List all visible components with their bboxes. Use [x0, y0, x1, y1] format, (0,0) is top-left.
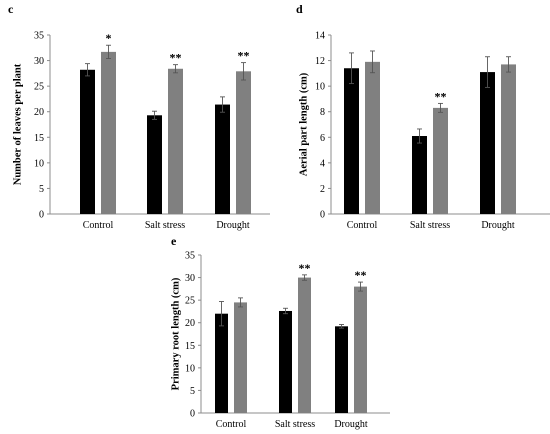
- y-tick-label: 4: [320, 158, 325, 169]
- y-tick-label: 35: [185, 251, 195, 262]
- y-tick-label: 10: [34, 158, 44, 169]
- bar-black: [335, 326, 348, 413]
- y-tick-label: 0: [39, 210, 44, 221]
- y-axis-label: Aerial part length (cm): [298, 72, 309, 176]
- bar-gray: [354, 286, 367, 413]
- y-tick-label: 0: [320, 210, 325, 221]
- bar-black: [412, 136, 427, 214]
- x-category-label: Drought: [481, 220, 515, 231]
- y-axis-label: Primary root length (cm): [170, 277, 181, 390]
- significance-mark: **: [170, 51, 182, 65]
- significance-mark: **: [238, 49, 250, 63]
- y-tick-label: 8: [320, 107, 325, 118]
- bar-gray: [101, 51, 116, 215]
- y-tick-label: 10: [315, 82, 325, 93]
- bar-gray: [501, 64, 516, 215]
- y-tick-label: 30: [185, 273, 195, 284]
- y-tick-label: 10: [185, 363, 195, 374]
- y-tick-label: 15: [185, 341, 195, 352]
- x-category-label: Drought: [334, 419, 368, 430]
- y-tick-label: 12: [315, 56, 325, 67]
- y-tick-label: 6: [320, 133, 325, 144]
- panel-letter: d: [296, 2, 303, 16]
- y-tick-label: 25: [34, 82, 44, 93]
- significance-mark: **: [435, 89, 447, 103]
- panel-letter: c: [8, 2, 14, 16]
- y-tick-label: 0: [190, 409, 195, 420]
- y-tick-label: 20: [185, 318, 195, 329]
- x-category-label: Control: [347, 220, 378, 231]
- y-tick-label: 15: [34, 133, 44, 144]
- x-category-label: Salt stress: [410, 220, 450, 231]
- bar-black: [279, 310, 292, 413]
- y-tick-label: 35: [34, 31, 44, 42]
- significance-mark: **: [299, 261, 311, 275]
- bar-black: [344, 68, 359, 214]
- y-axis-label: Number of leaves per plant: [12, 63, 23, 185]
- y-tick-label: 25: [185, 296, 195, 307]
- significance-mark: *: [106, 31, 112, 45]
- panel-c: c Number of leaves per plant 0 5 10 15 20 25 30 3…: [8, 2, 270, 231]
- y-tick-label: 20: [34, 107, 44, 118]
- bar-gray: [234, 302, 247, 413]
- x-category-label: Control: [216, 419, 247, 430]
- bar-gray: [365, 61, 380, 214]
- panel-letter: e: [171, 234, 177, 248]
- bar-black: [215, 104, 230, 214]
- bar-gray: [168, 68, 183, 214]
- significance-mark: **: [355, 268, 367, 282]
- y-tick-label: 5: [39, 184, 44, 195]
- x-category-label: Salt stress: [275, 419, 315, 430]
- bar-black: [215, 313, 228, 413]
- x-category-label: Control: [83, 220, 114, 231]
- bar-black: [80, 69, 95, 214]
- panel-d: d Aerial part length (cm) 0 2 4 6 8 10 12 14 Contr…: [296, 2, 550, 231]
- x-category-label: Salt stress: [145, 220, 185, 231]
- y-tick-label: 2: [320, 184, 325, 195]
- x-category-label: Drought: [216, 220, 250, 231]
- y-tick-label: 30: [34, 56, 44, 67]
- bar-gray: [433, 107, 448, 214]
- panel-e: e Primary root length (cm) 0 5 10 15 20 25 30 35 C…: [170, 234, 390, 430]
- bar-black: [147, 115, 162, 214]
- y-tick-label: 14: [315, 31, 325, 42]
- bar-gray: [298, 277, 311, 413]
- bar-black: [480, 72, 495, 214]
- bar-gray: [236, 71, 251, 214]
- y-tick-label: 5: [190, 386, 195, 397]
